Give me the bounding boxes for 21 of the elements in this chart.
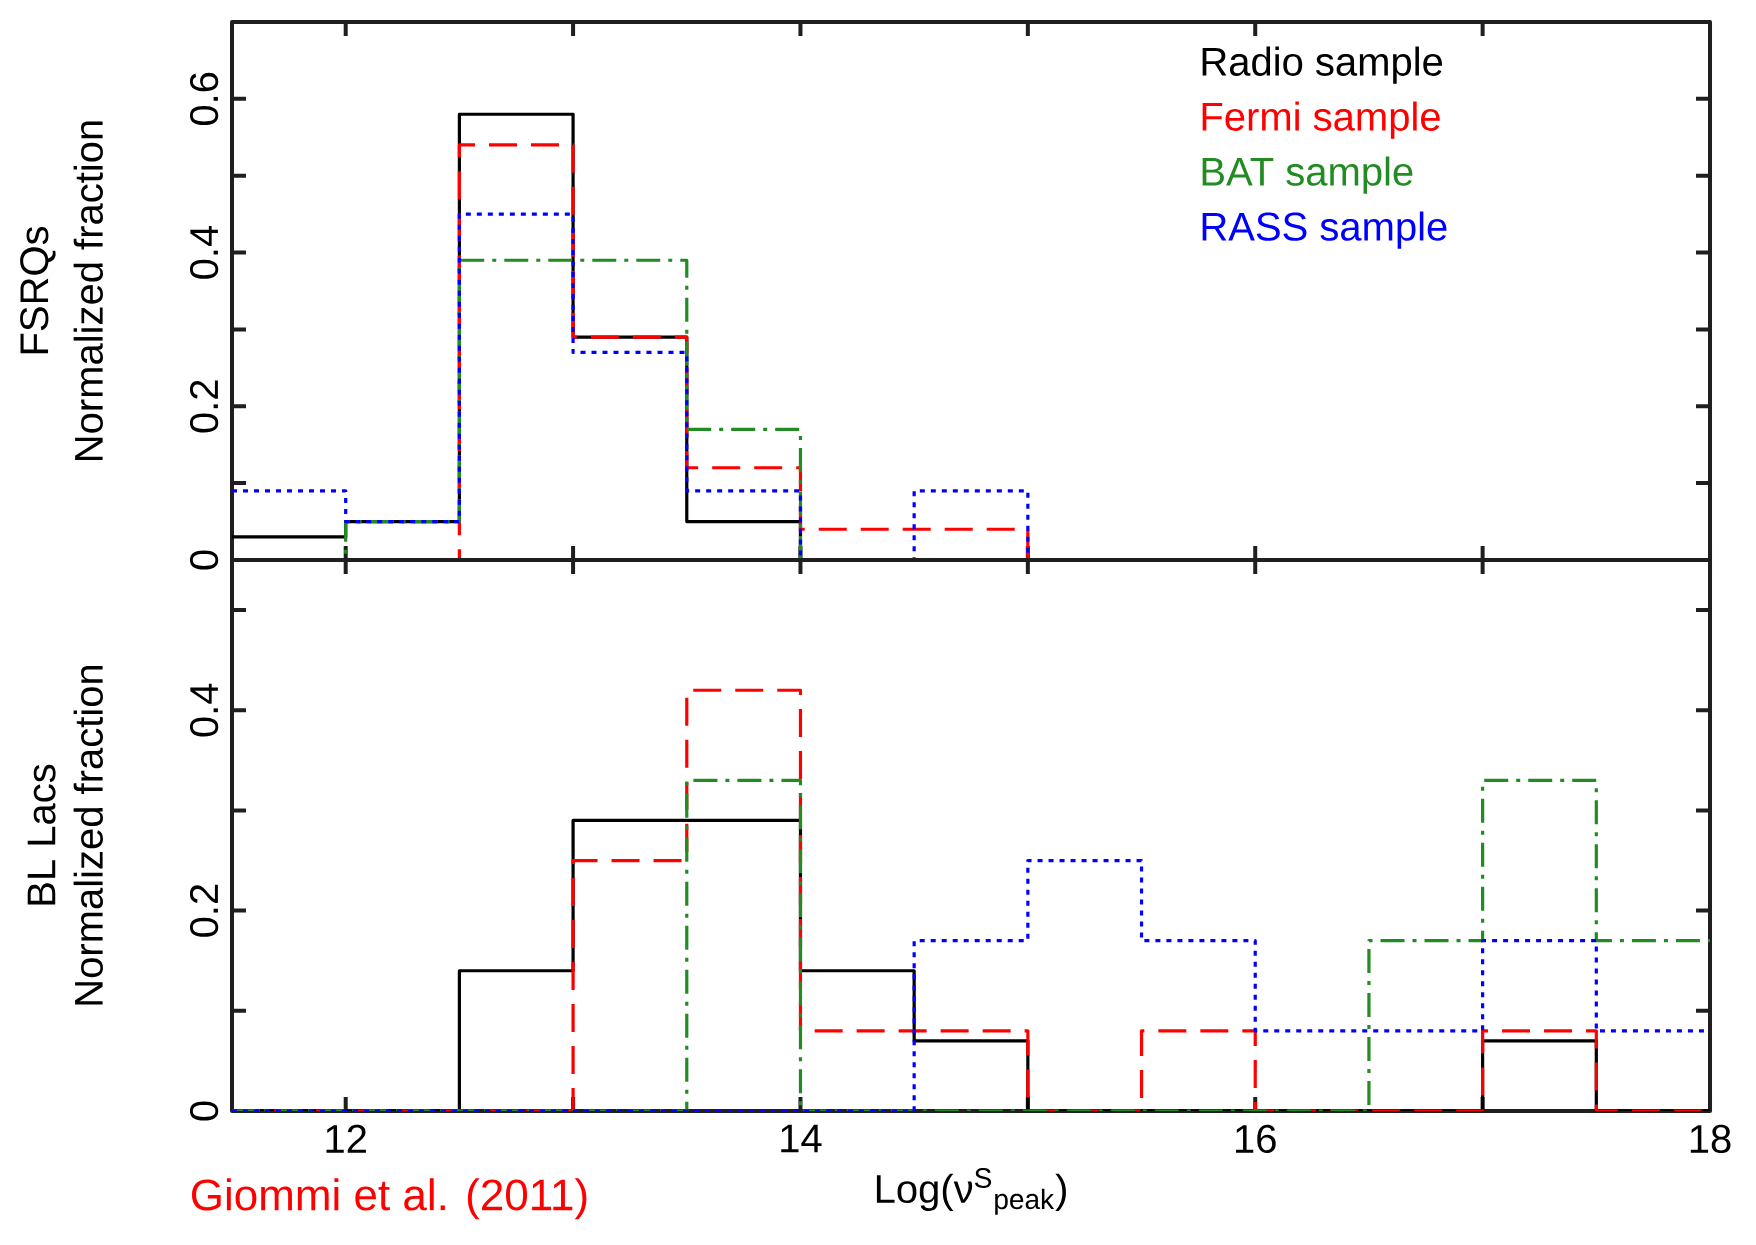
y-tick-label: 0.6 — [189, 72, 219, 126]
text: RASS sample — [1202, 211, 1447, 249]
text: Fermi sample — [1202, 101, 1440, 139]
y-tick-label: 0.4 — [189, 683, 219, 737]
x-tick-label: 12 — [326, 1124, 366, 1153]
y-axis-title: Normalized fraction — [73, 121, 103, 460]
x-tick-label: 18 — [1690, 1124, 1731, 1154]
text: BL Lacs — [27, 764, 56, 905]
text: Radio sample — [1202, 46, 1443, 84]
y-tick-label: 0.2 — [189, 884, 219, 937]
y-tick-label: 0 — [189, 1101, 219, 1121]
x-tick-label: 14 — [781, 1124, 822, 1153]
text: Giommi et al. (2011) — [191, 1178, 587, 1220]
x-tick-label: 16 — [1236, 1124, 1276, 1154]
y-axis-title: Normalized fraction — [73, 665, 103, 1005]
y-tick-label: 0 — [189, 550, 219, 570]
y-tick-label: 0.2 — [189, 380, 219, 433]
x-axis-title: Log(ν$^{S}$$_{peak}$) — [876, 1168, 1066, 1215]
y-tick-label: 0.4 — [189, 225, 219, 279]
text: FSRQs — [20, 226, 56, 354]
text: BAT sample — [1202, 156, 1413, 194]
